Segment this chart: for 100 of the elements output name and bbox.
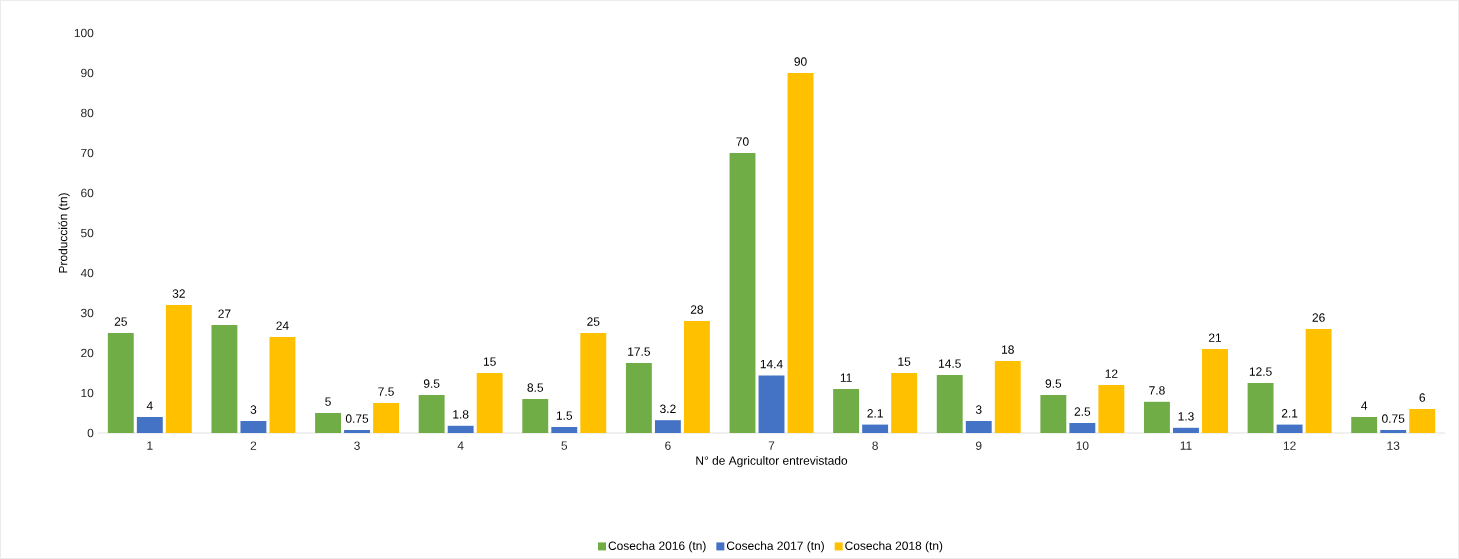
- data-label: 14.5: [939, 359, 961, 368]
- bar: [240, 421, 267, 433]
- bar: [1380, 430, 1407, 433]
- bar: [107, 333, 134, 433]
- data-label: 2.1: [1281, 409, 1298, 418]
- bar: [211, 325, 238, 433]
- bar: [1144, 401, 1170, 433]
- bar: [994, 361, 1021, 433]
- y-tick-label: 80: [81, 108, 94, 118]
- bar: [1276, 424, 1303, 433]
- bar: [1069, 423, 1096, 433]
- data-label: 1.8: [453, 410, 469, 419]
- bar: [551, 427, 578, 433]
- x-tick-label: 10: [1076, 441, 1089, 450]
- x-tick-label: 12: [1283, 441, 1296, 450]
- y-tick-label: 100: [74, 28, 94, 38]
- bar: [965, 421, 992, 433]
- bar: [418, 395, 445, 433]
- y-tick-label: 60: [81, 188, 94, 198]
- data-label: 27: [218, 309, 231, 318]
- data-label: 18: [1002, 345, 1014, 354]
- y-axis-title: Producción (tn): [58, 193, 70, 273]
- bar: [654, 420, 681, 433]
- data-label: 17.5: [628, 347, 650, 356]
- bar: [1040, 395, 1067, 433]
- bar: [476, 373, 503, 433]
- data-label: 7.8: [1149, 386, 1165, 395]
- data-label: 11: [840, 373, 852, 382]
- legend-label: Cosecha 2016 (tn): [608, 541, 706, 553]
- data-label: 12.5: [1249, 367, 1272, 376]
- legend-label: Cosecha 2017 (tn): [726, 541, 824, 553]
- data-label: 21: [1208, 333, 1222, 342]
- y-tick-label: 70: [81, 148, 94, 158]
- data-label: 4: [1361, 401, 1368, 410]
- data-label: 6: [1419, 393, 1426, 402]
- x-tick-label: 5: [561, 441, 568, 450]
- data-label: 15: [483, 357, 496, 366]
- data-label: 5: [325, 397, 331, 406]
- data-label: 26: [1312, 313, 1325, 322]
- x-tick-label: 9: [975, 441, 982, 450]
- data-label: 90: [794, 57, 807, 66]
- bar: [936, 375, 963, 433]
- bar: [1351, 417, 1378, 433]
- x-tick-label: 11: [1180, 441, 1192, 450]
- x-tick-label: 2: [250, 441, 257, 450]
- bar: [165, 305, 192, 433]
- y-tick-label: 30: [80, 308, 94, 318]
- data-label: 12: [1105, 369, 1118, 378]
- x-tick-label: 7: [768, 441, 775, 450]
- data-label: 0.75: [345, 414, 369, 423]
- data-label: 2.1: [867, 409, 883, 418]
- bar: [344, 430, 370, 433]
- y-tick-label: 10: [81, 388, 94, 398]
- bar: [269, 337, 296, 433]
- bar: [1202, 349, 1228, 433]
- data-label: 70: [736, 137, 749, 146]
- y-tick-label: 50: [81, 228, 94, 238]
- bar: [373, 403, 400, 433]
- x-tick-label: 1: [147, 441, 153, 450]
- x-tick-label: 3: [354, 441, 360, 450]
- data-label: 9.5: [1045, 379, 1062, 388]
- y-tick-label: 90: [81, 68, 94, 78]
- data-label: 24: [276, 321, 289, 330]
- y-tick-label: 40: [80, 268, 94, 278]
- y-tick-label: 0: [87, 428, 94, 438]
- bar: [447, 425, 474, 433]
- bar: [758, 375, 785, 433]
- x-tick-label: 13: [1387, 441, 1400, 450]
- data-label: 32: [172, 289, 185, 298]
- data-label: 1.3: [1178, 412, 1194, 421]
- data-label: 8.5: [527, 383, 544, 392]
- x-tick-label: 8: [872, 441, 878, 450]
- x-axis-title: N° de Agricultor entrevistado: [696, 456, 848, 468]
- data-label: 25: [587, 317, 600, 326]
- data-label: 9.5: [423, 379, 440, 388]
- bar: [862, 424, 889, 433]
- bar: [1305, 329, 1332, 433]
- bar: [522, 399, 549, 433]
- data-label: 3: [975, 405, 982, 414]
- x-tick-label: 6: [665, 441, 671, 450]
- data-label: 2.5: [1074, 407, 1091, 416]
- bar: [1247, 383, 1274, 433]
- data-label: 3: [250, 405, 257, 414]
- data-label: 3.2: [660, 404, 676, 414]
- bar: [787, 73, 814, 433]
- bar: [315, 413, 341, 433]
- data-label: 0.75: [1382, 414, 1405, 423]
- bar: [580, 333, 607, 433]
- data-label: 4: [146, 401, 153, 410]
- bar: [833, 389, 860, 433]
- legend-label: Cosecha 2018 (tn): [845, 541, 943, 553]
- data-label: 14.4: [760, 360, 783, 369]
- data-label: 15: [898, 357, 911, 366]
- data-label: 1.5: [556, 411, 573, 420]
- bar: [625, 363, 652, 433]
- bar: [136, 417, 163, 433]
- data-label: 25: [114, 317, 127, 326]
- data-label: 7.5: [378, 387, 394, 396]
- bar: [729, 153, 756, 433]
- bar: [1409, 409, 1436, 433]
